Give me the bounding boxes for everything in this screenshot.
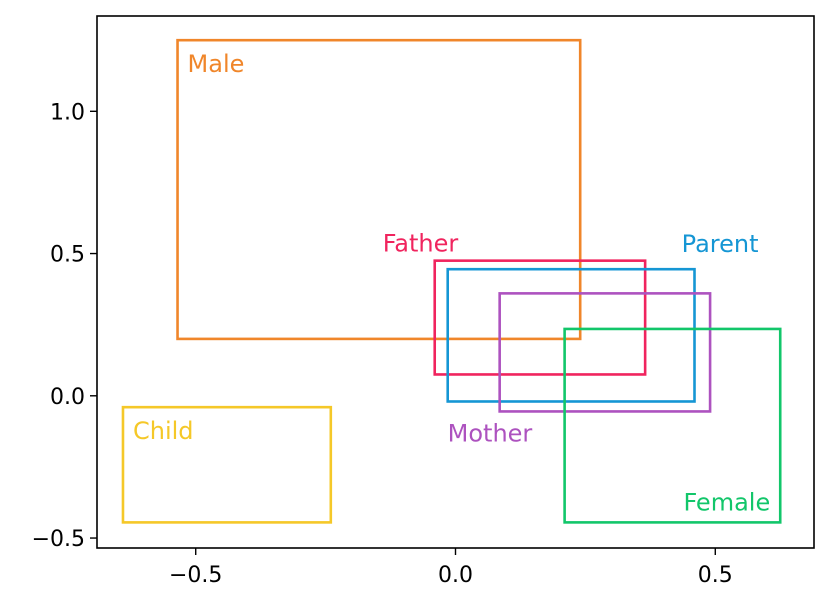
boxes-layer: Male Father Parent Mother Female Child	[121, 38, 782, 524]
y-tick-label: 1.0	[50, 100, 85, 125]
x-tick-label: 0.5	[698, 563, 733, 588]
box-male	[176, 38, 582, 341]
box-label-male: Male	[188, 50, 245, 78]
x-tick-label: −0.5	[169, 563, 222, 588]
box-label-parent: Parent	[682, 230, 759, 258]
y-tick-label: −0.5	[32, 527, 85, 552]
plot-frame	[96, 15, 815, 549]
box-label-mother: Mother	[448, 419, 533, 447]
box-mother	[498, 292, 712, 413]
box-label-child: Child	[133, 417, 194, 445]
box-label-female: Female	[683, 488, 770, 516]
box-father	[433, 259, 647, 376]
y-tick-label: 0.0	[50, 385, 85, 410]
y-axis: −0.5 0.0 0.5 1.0	[32, 100, 97, 552]
box-female	[563, 327, 782, 524]
box-parent	[446, 267, 696, 403]
box-child	[121, 405, 333, 524]
box-label-father: Father	[383, 230, 459, 258]
x-tick-label: 0.0	[438, 563, 473, 588]
y-tick-label: 0.5	[50, 243, 85, 268]
x-axis: −0.5 0.0 0.5	[169, 548, 733, 588]
